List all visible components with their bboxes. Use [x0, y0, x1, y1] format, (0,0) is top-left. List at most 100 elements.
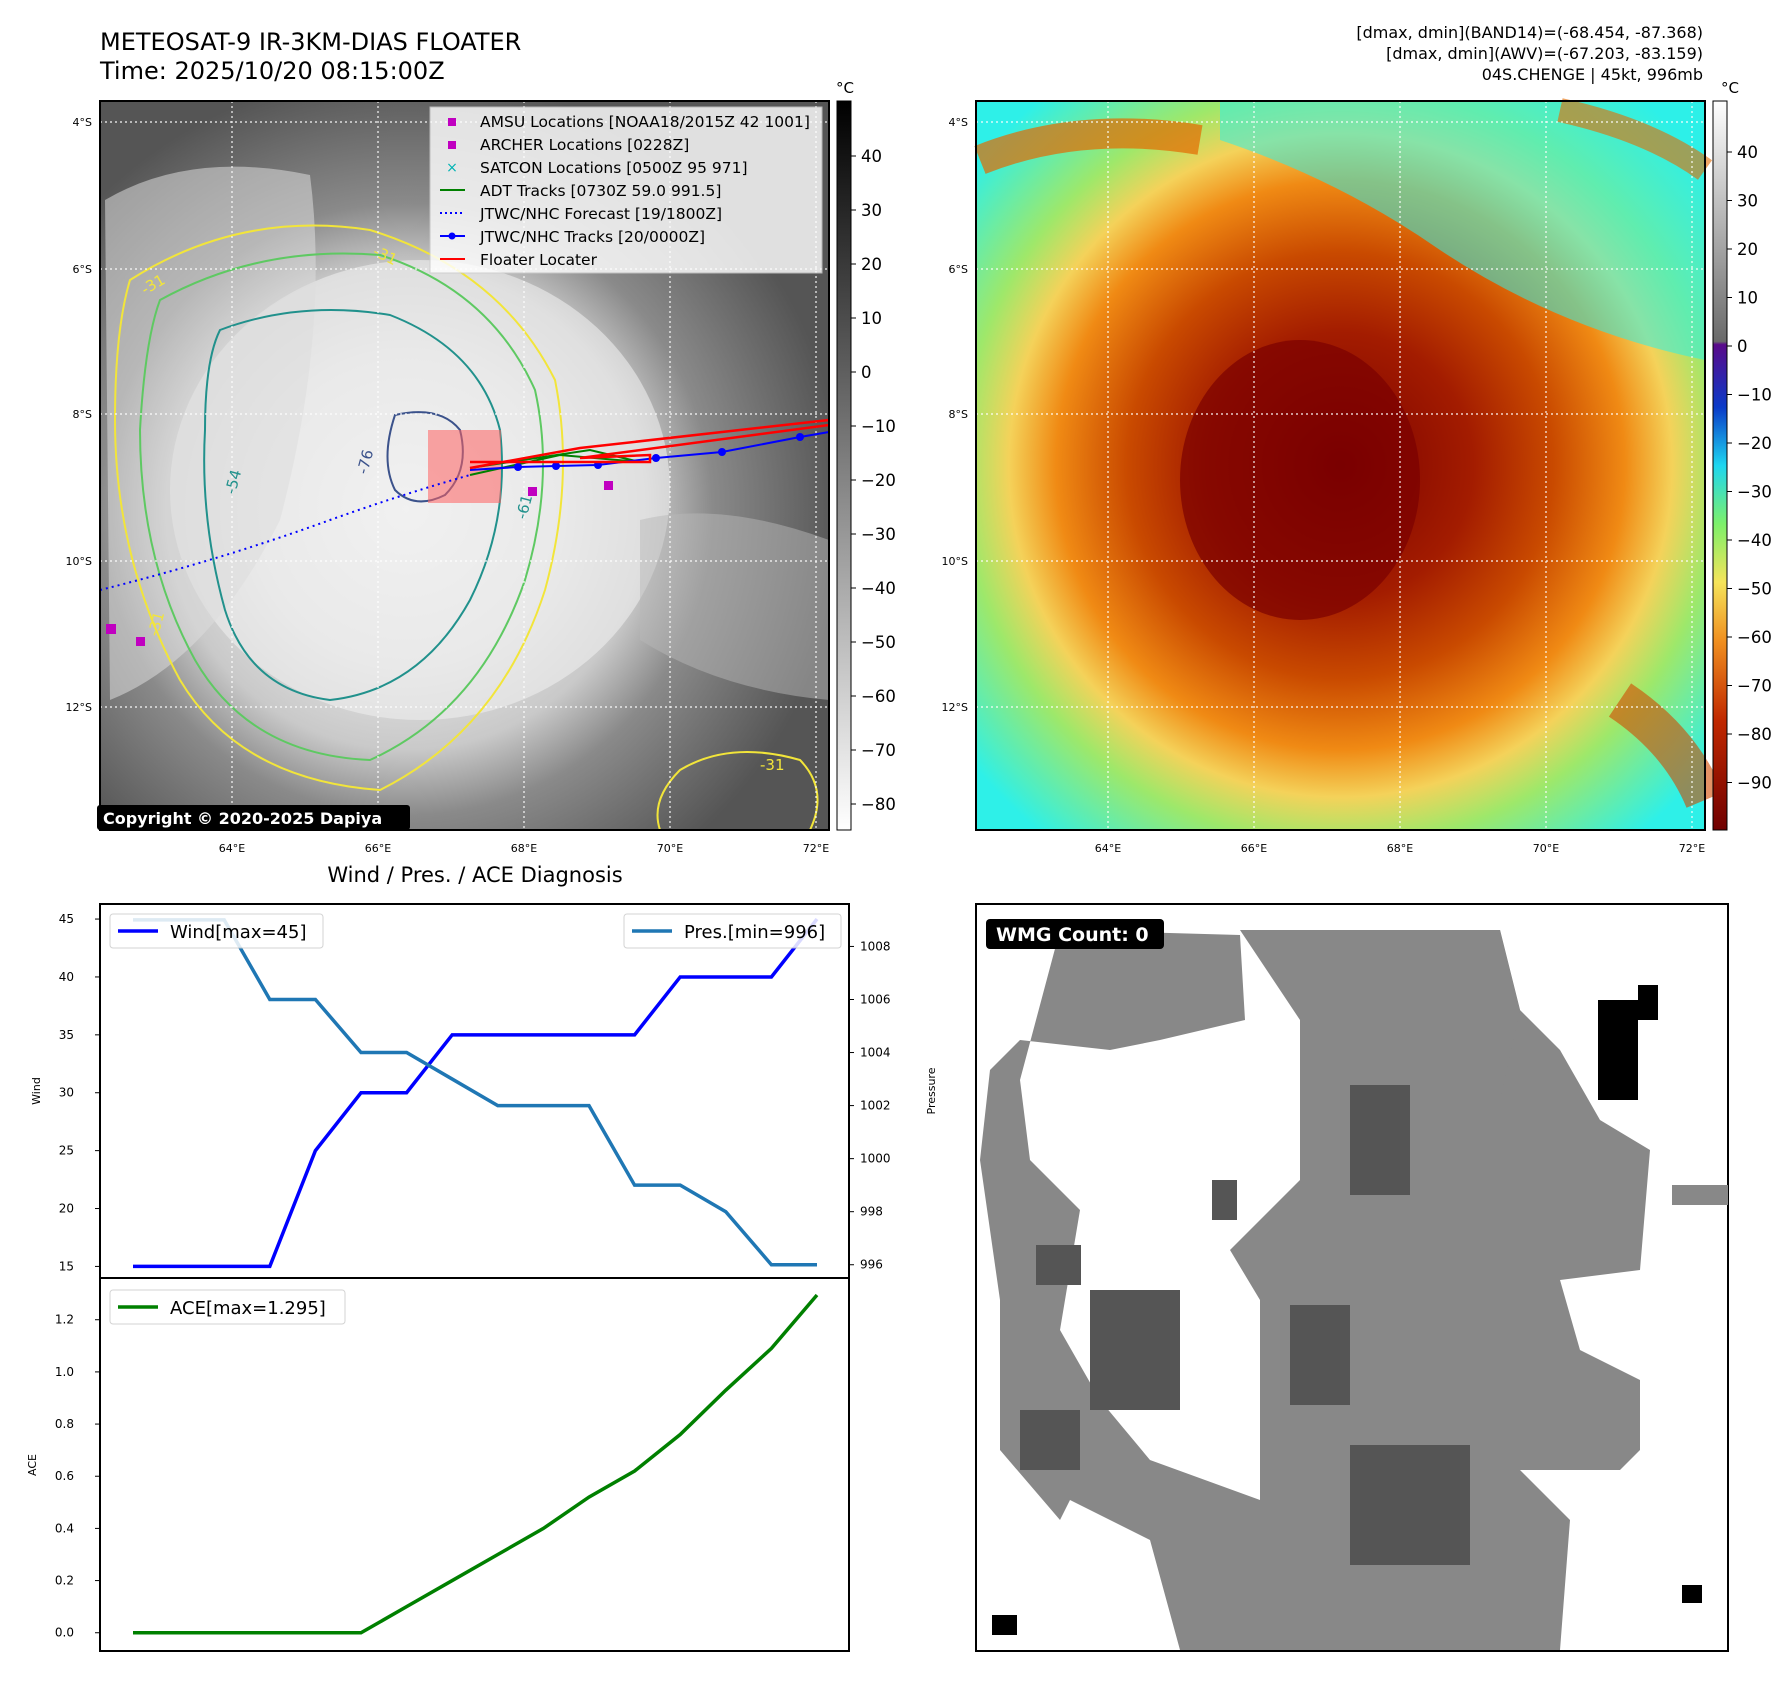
- ace-ytick-label: 0.8: [55, 1417, 74, 1431]
- wmg-dark-regions: [1020, 1085, 1470, 1565]
- lat-tick: 4°S: [73, 116, 92, 129]
- lat-tick: 8°S: [73, 408, 92, 421]
- figure-title-line1: METEOSAT-9 IR-3KM-DIAS FLOATER: [100, 28, 521, 56]
- info-line2: [dmax, dmin](AWV)=(-67.203, -83.159): [1386, 44, 1703, 63]
- diagnosis-title: Wind / Pres. / ACE Diagnosis: [327, 863, 622, 887]
- contour-label: -61: [512, 493, 536, 521]
- color-cbar-tick-label: 0: [1737, 337, 1748, 356]
- color-cbar-tick-label: −20: [1737, 434, 1772, 453]
- ace-ytick-label: 1.0: [55, 1365, 74, 1379]
- lon-tick: 72°E: [803, 842, 829, 855]
- gray-cbar-tick-label: −30: [861, 525, 896, 544]
- contour-label: -31: [144, 610, 168, 638]
- pressure-legend: Pres.[min=996]: [623, 913, 842, 949]
- wind-legend: Wind[max=45]: [109, 913, 324, 949]
- legend-archer: ARCHER Locations [0228Z]: [480, 136, 689, 154]
- gray-cbar-tick-label: 20: [861, 255, 882, 274]
- lon-tick: 70°E: [1533, 842, 1559, 855]
- gray-cbar-tick-label: −70: [861, 741, 896, 760]
- pressure-ytick-label: 1008: [860, 939, 891, 953]
- left-map-axis: 4°S 6°S 8°S 10°S 12°S 64°E 66°E 68°E 70°…: [66, 116, 830, 855]
- contour-teal: [203, 309, 503, 702]
- jtwc-forecast-track: [99, 474, 471, 591]
- lat-tick: 6°S: [949, 263, 968, 276]
- color-cbar-tick-label: −50: [1737, 580, 1772, 599]
- lon-tick: 68°E: [511, 842, 537, 855]
- pressure-ytick-label: 996: [860, 1258, 883, 1272]
- wmg-count-label: WMG Count: 0: [996, 924, 1149, 946]
- ace-ytick-label: 0.6: [55, 1469, 74, 1483]
- pressure-series-line: [133, 918, 817, 1267]
- lon-tick: 64°E: [1095, 842, 1121, 855]
- gray-cbar-tick-label: −80: [861, 795, 896, 814]
- color-cbar-tick-label: 40: [1737, 143, 1758, 162]
- pressure-legend-label: Pres.[min=996]: [684, 922, 825, 943]
- wind-ytick-label: 40: [59, 970, 74, 984]
- floater-track: [469, 418, 830, 470]
- contour-yellow: [113, 224, 564, 792]
- color-colorbar: °C 40 30 20 10 0 −10 −20 −30 −40 −50 −60 −70 −80 −90: [1712, 79, 1772, 831]
- gray-cbar-tick-label: 10: [861, 309, 882, 328]
- copyright-label: Copyright © 2020-2025 Dapiya: [103, 809, 382, 828]
- amsu-marker: [106, 624, 116, 634]
- pressure-ytick-label: 1000: [860, 1152, 891, 1166]
- lat-tick: 10°S: [66, 555, 92, 568]
- contour-label: -54: [221, 468, 245, 496]
- lon-tick: 70°E: [657, 842, 683, 855]
- lon-tick: 68°E: [1387, 842, 1413, 855]
- map-legend: × AMSU Locations [NOAA18/2015Z 42 1001] …: [429, 106, 823, 274]
- lat-tick: 12°S: [942, 701, 968, 714]
- ace-chart: 0.0 0.2 0.4 0.6 0.8 1.0 1.2 ACE ACE[max=1.295]: [26, 1277, 850, 1652]
- figure-title-line2: Time: 2025/10/20 08:15:00Z: [99, 57, 445, 85]
- pressure-ytick-label: 998: [860, 1205, 883, 1219]
- right-map-axis: 4°S 6°S 8°S 10°S 12°S 64°E 66°E 68°E 70°…: [942, 116, 1706, 855]
- color-cbar-tick-label: −60: [1737, 628, 1772, 647]
- wind-legend-label: Wind[max=45]: [170, 922, 307, 943]
- gray-cbar-tick-label: −10: [861, 417, 896, 436]
- color-cbar-tick-label: −70: [1737, 677, 1772, 696]
- lat-tick: 8°S: [949, 408, 968, 421]
- color-colorbar-unit: °C: [1721, 79, 1739, 97]
- lat-tick: 4°S: [949, 116, 968, 129]
- wind-ytick-label: 30: [59, 1086, 74, 1100]
- archer-marker: [604, 481, 613, 490]
- floater-box: [428, 430, 501, 503]
- ir-gray-map: -31 -54 -76 -61 -31 -31 -31: [97, 100, 830, 831]
- info-line3: 04S.CHENGE | 45kt, 996mb: [1482, 65, 1703, 84]
- contour-green: [138, 252, 544, 762]
- lat-tick: 10°S: [942, 555, 968, 568]
- gray-cbar-tick-label: −40: [861, 579, 896, 598]
- pressure-ylabel: Pressure: [925, 1067, 938, 1114]
- lon-tick: 66°E: [1241, 842, 1267, 855]
- ace-legend: ACE[max=1.295]: [109, 1289, 346, 1325]
- amsu-marker: [136, 637, 145, 646]
- gray-cbar-tick-label: −60: [861, 687, 896, 706]
- legend-amsu: AMSU Locations [NOAA18/2015Z 42 1001]: [480, 113, 810, 131]
- color-cbar-tick-label: −80: [1737, 725, 1772, 744]
- contour-label: -31: [760, 756, 785, 774]
- wind-ylabel: Wind: [30, 1077, 43, 1105]
- gray-cbar-tick-label: 40: [861, 147, 882, 166]
- color-cbar-tick-label: −40: [1737, 531, 1772, 550]
- legend-floater: Floater Locater: [480, 251, 598, 269]
- gray-colorbar: °C 40 30 20 10 0 −10 −20 −30 −40 −50 −60 −70 −80: [836, 79, 896, 831]
- ace-series-line: [133, 1293, 819, 1635]
- legend-jtwc-tracks: JTWC/NHC Tracks [20/0000Z]: [479, 228, 705, 246]
- gray-cbar-tick-label: −50: [861, 633, 896, 652]
- color-cbar-tick-label: −30: [1737, 483, 1772, 502]
- legend-satcon: SATCON Locations [0500Z 95 971]: [480, 159, 748, 177]
- wind-pressure-chart: 15 20 25 30 35 40 45 996 998 1000 1002 1004 1006 100…: [30, 903, 938, 1279]
- info-line1: [dmax, dmin](BAND14)=(-68.454, -87.368): [1356, 23, 1703, 42]
- wmg-panel: WMG Count: 0: [975, 903, 1729, 1652]
- color-cbar-tick-label: 10: [1737, 289, 1758, 308]
- legend-jtwc-forecast: JTWC/NHC Forecast [19/1800Z]: [479, 205, 722, 223]
- ir-color-map: [974, 98, 1724, 831]
- lon-tick: 66°E: [365, 842, 391, 855]
- gray-cbar-tick-label: 30: [861, 201, 882, 220]
- ace-ytick-label: 0.4: [55, 1521, 74, 1535]
- lon-tick: 72°E: [1679, 842, 1705, 855]
- pressure-ytick-label: 1004: [860, 1046, 891, 1060]
- pressure-ytick-label: 1002: [860, 1099, 891, 1113]
- color-cbar-tick-label: 20: [1737, 240, 1758, 259]
